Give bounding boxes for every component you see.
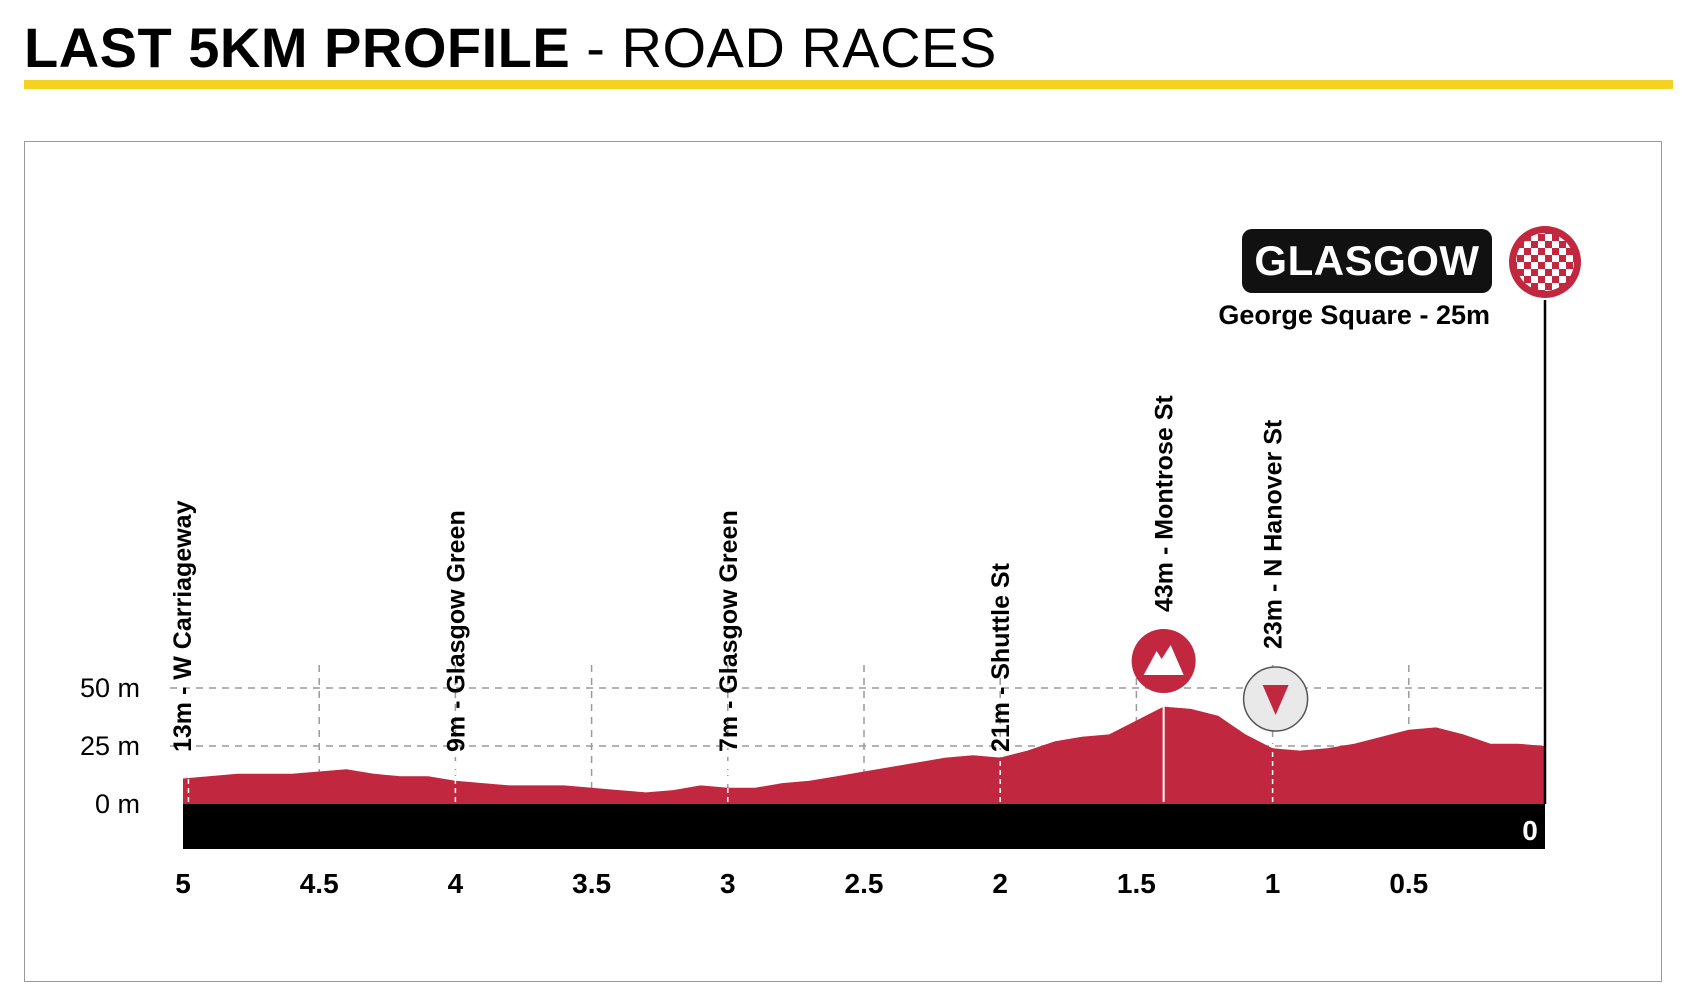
x-tick-label: 1.5 bbox=[1117, 868, 1156, 899]
checker-square bbox=[1573, 290, 1574, 291]
mountain-glyph bbox=[1143, 645, 1184, 675]
checker-square bbox=[1538, 283, 1545, 290]
checker-square bbox=[1559, 262, 1566, 269]
header-rule bbox=[24, 80, 1673, 89]
checker-square bbox=[1538, 241, 1545, 248]
page-title: LAST 5KM PROFILE - ROAD RACES bbox=[24, 10, 997, 86]
checker-square bbox=[1545, 290, 1552, 291]
checker-square bbox=[1566, 233, 1573, 234]
checker-square bbox=[1516, 233, 1517, 234]
checker-square bbox=[1545, 248, 1552, 255]
checker-square bbox=[1552, 255, 1559, 262]
x-tick-label: 3 bbox=[720, 868, 736, 899]
x-tick-label: 4 bbox=[448, 868, 464, 899]
checker-square bbox=[1531, 248, 1538, 255]
checker-square bbox=[1517, 262, 1524, 269]
title-bold: LAST 5KM PROFILE bbox=[24, 16, 571, 79]
checker-square bbox=[1524, 241, 1531, 248]
checker-square bbox=[1566, 255, 1573, 262]
point-label: 43m - Montrose St bbox=[1151, 395, 1179, 612]
title-light: - ROAD RACES bbox=[586, 16, 997, 79]
y-tick-label: 25 m bbox=[80, 731, 140, 761]
point-label: 23m - N Hanover St bbox=[1260, 419, 1288, 649]
checker-square bbox=[1552, 283, 1559, 290]
x-tick-label: 5 bbox=[175, 868, 191, 899]
checker-square bbox=[1538, 233, 1545, 234]
distance-bar bbox=[183, 804, 1545, 849]
checker-square bbox=[1566, 269, 1573, 276]
y-tick-label: 0 m bbox=[95, 789, 140, 819]
finish-city: GLASGOW bbox=[1254, 237, 1480, 284]
checker-square bbox=[1538, 255, 1545, 262]
x-tick-label: 2.5 bbox=[845, 868, 884, 899]
x-tick-label: 4.5 bbox=[300, 868, 339, 899]
chart-frame bbox=[24, 141, 1662, 982]
checker-square bbox=[1516, 283, 1517, 290]
point-label: 9m - Glasgow Green bbox=[442, 510, 470, 752]
point-label: 7m - Glasgow Green bbox=[715, 510, 743, 752]
checker-square bbox=[1531, 234, 1538, 241]
checker-square bbox=[1559, 248, 1566, 255]
point-label: 13m - W Carriageway bbox=[169, 500, 197, 752]
finish-city-badge: GLASGOW bbox=[1242, 229, 1492, 293]
distance-bar-label: 0 bbox=[1522, 815, 1538, 846]
checker-square bbox=[1516, 255, 1517, 262]
checker-square bbox=[1545, 262, 1552, 269]
x-tick-label: 0.5 bbox=[1389, 868, 1428, 899]
elevation-area bbox=[183, 706, 1545, 804]
checker-square bbox=[1573, 262, 1574, 269]
checker-square bbox=[1573, 234, 1574, 241]
finish-location: George Square - 25m bbox=[1218, 300, 1490, 330]
checker-square bbox=[1552, 269, 1559, 276]
checker-square bbox=[1531, 262, 1538, 269]
checker-square bbox=[1524, 255, 1531, 262]
down-triangle-glyph bbox=[1262, 685, 1289, 715]
checker-square bbox=[1545, 234, 1552, 241]
checker-square bbox=[1524, 269, 1531, 276]
checker-square bbox=[1517, 248, 1524, 255]
x-tick-label: 3.5 bbox=[572, 868, 611, 899]
checker-square bbox=[1545, 276, 1552, 283]
x-tick-label: 2 bbox=[992, 868, 1008, 899]
checker-square bbox=[1538, 269, 1545, 276]
checker-square bbox=[1559, 276, 1566, 283]
point-label: 21m - Shuttle St bbox=[987, 562, 1015, 752]
y-tick-label: 50 m bbox=[80, 673, 140, 703]
x-tick-label: 1 bbox=[1265, 868, 1281, 899]
checker-square bbox=[1552, 241, 1559, 248]
checker-square bbox=[1517, 290, 1524, 291]
checker-square bbox=[1531, 276, 1538, 283]
